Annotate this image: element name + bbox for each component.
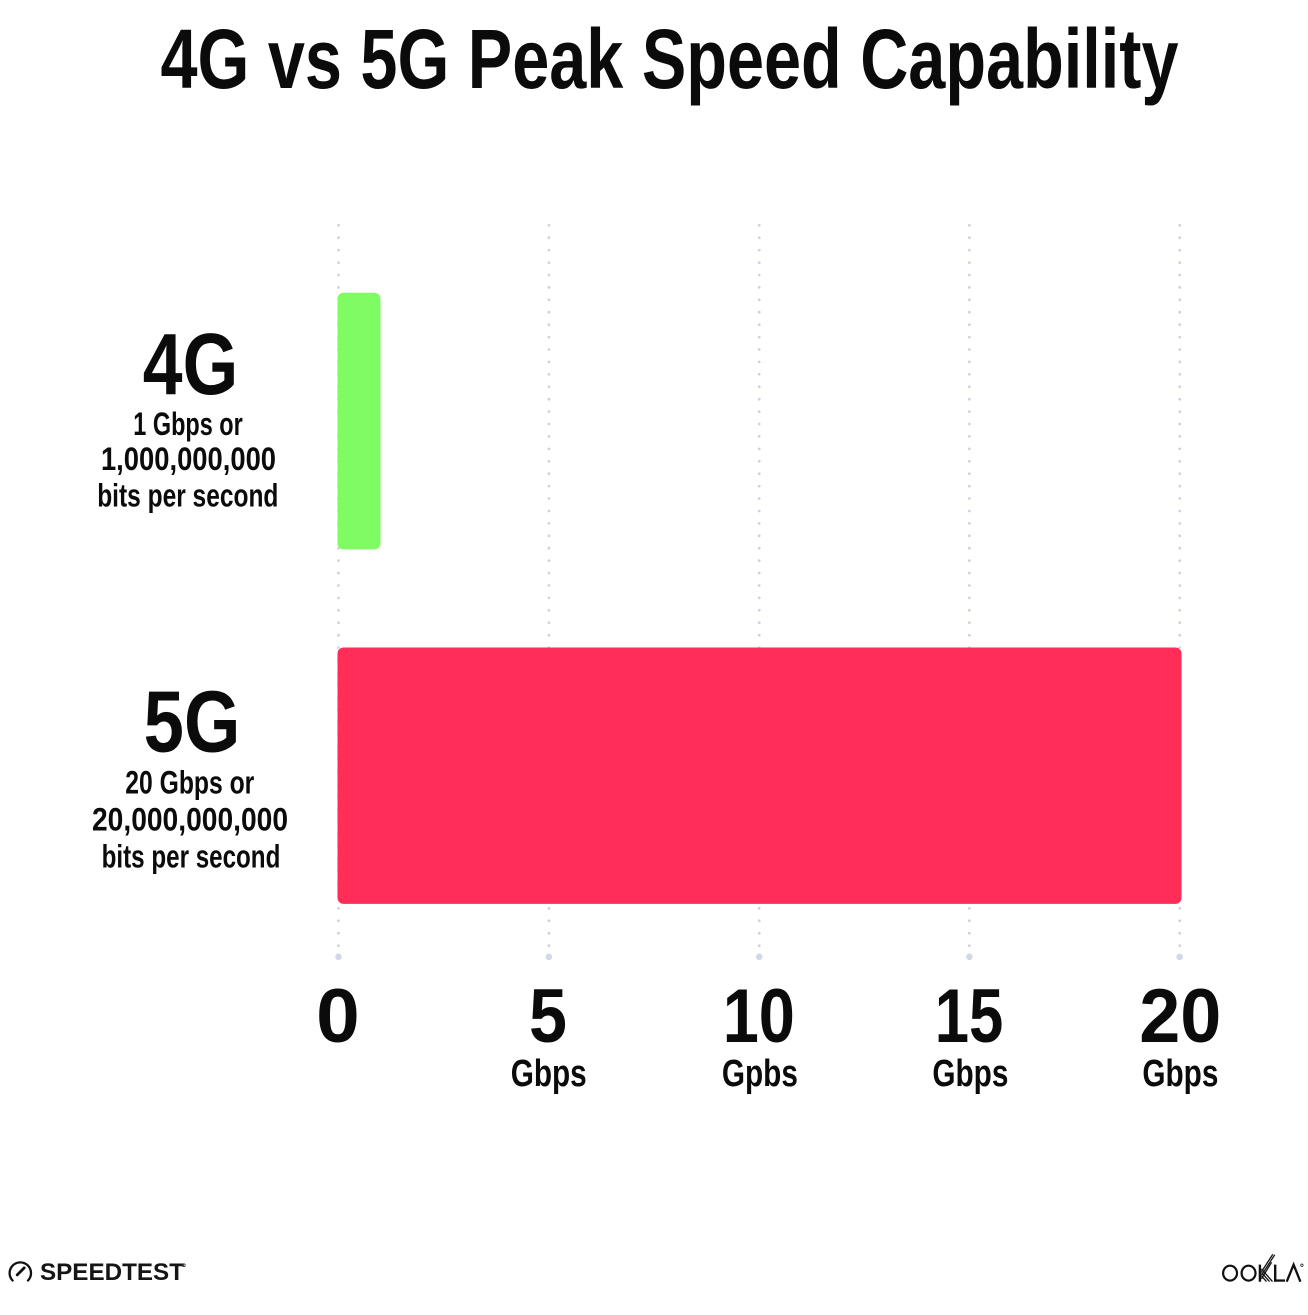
svg-text:Gbps: Gbps	[932, 1052, 1008, 1095]
svg-text:4G: 4G	[143, 316, 238, 413]
svg-text:1,000,000,000: 1,000,000,000	[101, 441, 276, 477]
svg-text:20: 20	[1139, 974, 1221, 1059]
svg-text:20,000,000,000: 20,000,000,000	[92, 802, 288, 838]
svg-text:Gpbs: Gpbs	[722, 1052, 798, 1095]
svg-text:Gbps: Gbps	[511, 1052, 587, 1095]
svg-text:20 Gbps or: 20 Gbps or	[125, 765, 254, 801]
svg-text:15: 15	[935, 974, 1004, 1059]
svg-text:Gbps: Gbps	[1142, 1052, 1218, 1095]
svg-text:bits per second: bits per second	[102, 839, 281, 875]
svg-text:SPEEDTEST: SPEEDTEST	[40, 1259, 184, 1286]
svg-text:5G: 5G	[144, 673, 241, 770]
svg-text:1 Gbps or: 1 Gbps or	[133, 406, 242, 442]
svg-text:5: 5	[529, 974, 567, 1059]
svg-text:4G vs 5G Peak Speed Capability: 4G vs 5G Peak Speed Capability	[161, 12, 1179, 106]
svg-text:bits per second: bits per second	[97, 478, 278, 514]
svg-text:10: 10	[723, 974, 795, 1059]
svg-text:0: 0	[316, 974, 360, 1059]
